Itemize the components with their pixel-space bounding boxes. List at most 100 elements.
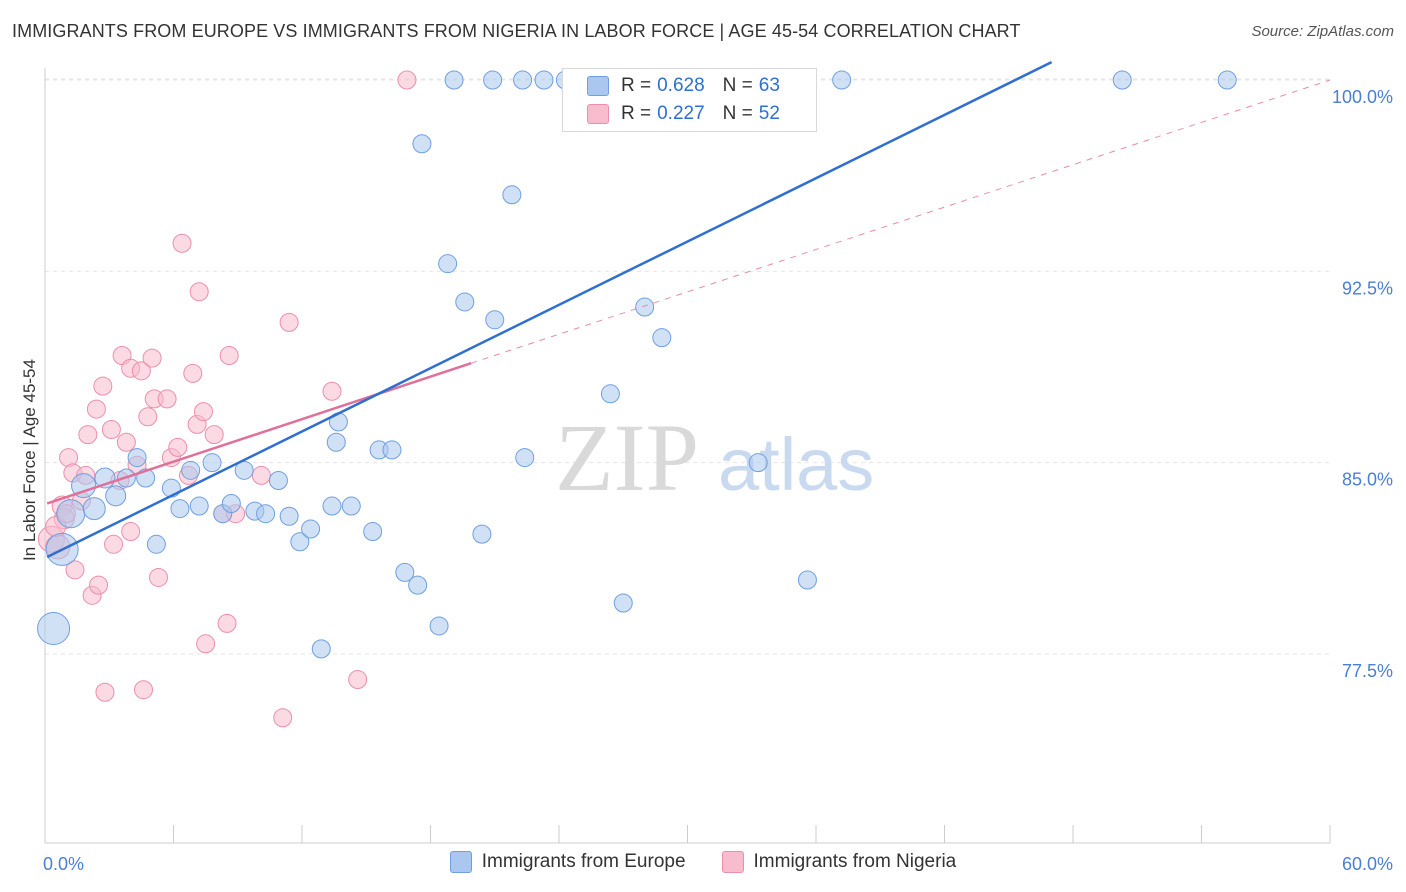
europe-point bbox=[82, 497, 106, 521]
trend-lines bbox=[46, 61, 1331, 559]
nigeria-point bbox=[138, 407, 158, 427]
nigeria-swatch bbox=[587, 104, 609, 124]
europe-point bbox=[635, 297, 655, 317]
europe-point bbox=[301, 519, 321, 539]
r-value-europe: 0.628 bbox=[657, 75, 705, 96]
europe-legend-swatch bbox=[449, 851, 472, 873]
series-legend: Immigrants from Europe Immigrants from N… bbox=[0, 851, 1406, 873]
europe-point bbox=[322, 496, 342, 516]
stats-legend-row-europe: R = 0.628 N = 63 bbox=[587, 72, 780, 100]
y-tick-labels: 77.5% 85.0% 92.5% 100.0% bbox=[1332, 87, 1393, 681]
nigeria-point bbox=[131, 361, 151, 381]
europe-point bbox=[189, 496, 209, 516]
europe-point bbox=[797, 570, 817, 590]
n-label: N = bbox=[722, 103, 753, 124]
nigeria-point bbox=[397, 70, 417, 90]
r-label: R = bbox=[621, 75, 652, 96]
watermark-zip: ZIP bbox=[555, 404, 699, 511]
nigeria-point bbox=[157, 389, 177, 409]
europe-point bbox=[146, 534, 166, 554]
nigeria-point bbox=[251, 465, 271, 485]
europe-point bbox=[513, 70, 533, 90]
europe-point bbox=[534, 70, 554, 90]
x-tick-label-max: 60.0% bbox=[1342, 854, 1393, 874]
nigeria-trend-line bbox=[46, 361, 472, 505]
stats-legend-row-nigeria: R = 0.227 N = 52 bbox=[587, 100, 780, 128]
europe-point bbox=[181, 460, 201, 480]
stats-legend: R = 0.628 N = 63 R = 0.227 N = 52 bbox=[562, 68, 817, 132]
y-tick-label: 85.0% bbox=[1342, 470, 1393, 490]
n-value-europe: 63 bbox=[758, 75, 780, 96]
nigeria-point bbox=[273, 708, 293, 728]
nigeria-point bbox=[322, 381, 342, 401]
europe-point bbox=[438, 254, 458, 274]
source-credit: Source: ZipAtlas.com bbox=[1251, 23, 1394, 40]
nigeria-point bbox=[204, 425, 224, 445]
x-tick-label-min: 0.0% bbox=[43, 854, 84, 874]
europe-point bbox=[1217, 70, 1237, 90]
nigeria-legend-swatch bbox=[721, 851, 744, 873]
nigeria-point bbox=[121, 522, 141, 542]
nigeria-point bbox=[189, 282, 209, 302]
europe-point bbox=[408, 575, 428, 595]
r-label: R = bbox=[621, 103, 652, 124]
chart-title: IMMIGRANTS FROM EUROPE VS IMMIGRANTS FRO… bbox=[12, 21, 1021, 41]
nigeria-point bbox=[168, 437, 188, 457]
europe-point bbox=[326, 432, 346, 452]
nigeria-point bbox=[183, 363, 203, 383]
nigeria-point bbox=[149, 567, 169, 587]
europe-point bbox=[56, 499, 86, 529]
legend-label-nigeria: Immigrants from Nigeria bbox=[753, 851, 957, 872]
nigeria-point bbox=[116, 432, 136, 452]
legend-label-europe: Immigrants from Europe bbox=[481, 851, 686, 872]
legend-item-nigeria[interactable]: Immigrants from Nigeria bbox=[721, 851, 957, 873]
nigeria-point bbox=[104, 534, 124, 554]
europe-point bbox=[170, 499, 190, 519]
nigeria-point bbox=[196, 634, 216, 654]
europe-point bbox=[485, 310, 505, 330]
n-value-nigeria: 52 bbox=[758, 103, 780, 124]
nigeria-point bbox=[219, 346, 239, 366]
nigeria-point bbox=[217, 613, 237, 633]
y-tick-label: 92.5% bbox=[1342, 278, 1393, 298]
y-tick-label: 77.5% bbox=[1342, 661, 1393, 681]
europe-point bbox=[279, 506, 299, 526]
nigeria-point bbox=[172, 233, 192, 253]
europe-point bbox=[290, 532, 310, 552]
europe-point bbox=[455, 292, 475, 312]
europe-point bbox=[502, 185, 522, 205]
nigeria-point bbox=[65, 560, 85, 580]
nigeria-point bbox=[348, 670, 368, 690]
nigeria-point bbox=[142, 348, 162, 368]
europe-point bbox=[341, 496, 361, 516]
europe-point bbox=[221, 493, 241, 513]
europe-point bbox=[652, 328, 672, 348]
europe-point bbox=[382, 440, 402, 460]
europe-point bbox=[311, 639, 331, 659]
europe-point bbox=[363, 522, 383, 542]
europe-point bbox=[444, 70, 464, 90]
axes bbox=[44, 68, 1331, 844]
nigeria-point bbox=[279, 312, 299, 332]
europe-swatch bbox=[587, 76, 609, 96]
europe-point bbox=[429, 616, 449, 636]
europe-series-points bbox=[37, 70, 1237, 659]
europe-point bbox=[1112, 70, 1132, 90]
europe-point bbox=[832, 70, 852, 90]
europe-point bbox=[256, 504, 276, 524]
nigeria-point bbox=[93, 376, 113, 396]
europe-point bbox=[515, 448, 535, 468]
europe-point bbox=[395, 562, 415, 582]
europe-point bbox=[483, 70, 503, 90]
europe-point bbox=[412, 134, 432, 154]
nigeria-point bbox=[78, 425, 98, 445]
europe-point bbox=[472, 524, 492, 544]
legend-item-europe[interactable]: Immigrants from Europe bbox=[449, 851, 686, 873]
nigeria-point bbox=[95, 682, 115, 702]
watermark-atlas: atlas bbox=[718, 423, 874, 506]
europe-point bbox=[105, 485, 127, 507]
europe-point bbox=[268, 471, 288, 491]
europe-point bbox=[600, 384, 620, 404]
nigeria-point bbox=[86, 399, 106, 419]
